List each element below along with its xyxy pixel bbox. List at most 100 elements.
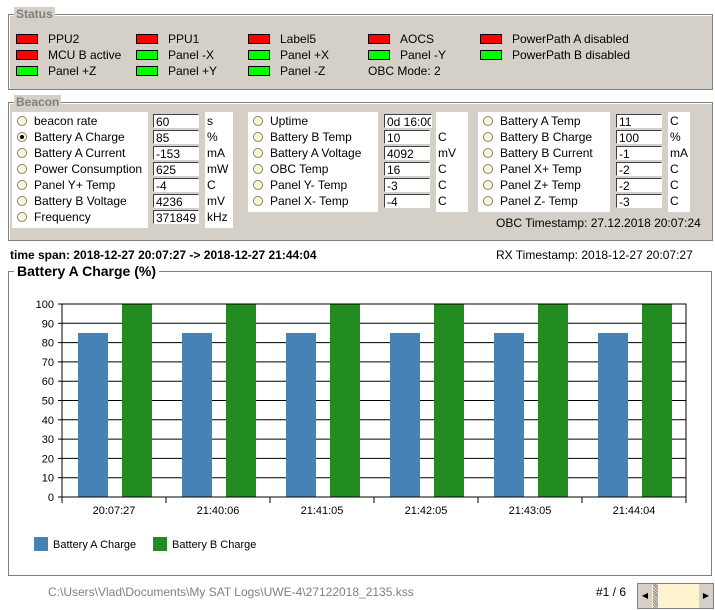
file-path: C:\Users\Vlad\Documents\My SAT Logs\UWE-… [48, 585, 414, 599]
beacon-value-field[interactable]: 85 [153, 130, 199, 144]
beacon-radio[interactable] [253, 132, 263, 142]
beacon-radio[interactable] [253, 148, 263, 158]
beacon-value-field[interactable]: 60 [153, 114, 199, 128]
x-tick-label: 21:44:04 [613, 505, 656, 517]
beacon-unit: mV [438, 146, 456, 160]
status-led-red [136, 34, 158, 44]
beacon-label-panel [478, 112, 610, 212]
obc-timestamp: OBC Timestamp: 27.12.2018 20:07:24 [496, 216, 701, 230]
beacon-unit-panel [668, 112, 690, 212]
beacon-value-field[interactable]: 16 [384, 162, 430, 176]
plot-frame [61, 303, 687, 498]
beacon-unit: C [670, 194, 679, 208]
legend-label: Battery B Charge [172, 539, 256, 551]
bar-battery-a [182, 332, 212, 497]
y-tick-label: 30 [42, 434, 54, 446]
record-scrollbar[interactable]: ◀ ▶ [637, 583, 714, 609]
beacon-radio[interactable] [253, 180, 263, 190]
status-label: Panel +Z [48, 64, 97, 78]
status-label: Panel -Y [400, 48, 447, 62]
beacon-label: Uptime [270, 114, 309, 128]
beacon-value-field[interactable]: 371849 [153, 210, 199, 224]
bar-battery-b [226, 304, 256, 497]
beacon-radio[interactable] [483, 196, 493, 206]
beacon-radio[interactable] [483, 132, 493, 142]
beacon-radio[interactable] [483, 180, 493, 190]
scroll-thumb[interactable] [653, 584, 658, 608]
beacon-value-field[interactable]: 10 [384, 130, 430, 144]
status-led-red [16, 34, 38, 44]
status-group [8, 14, 713, 90]
beacon-unit: % [670, 130, 681, 144]
beacon-value-field[interactable]: -4 [384, 194, 430, 208]
status-label: MCU B active [48, 48, 122, 62]
status-led-red [480, 34, 502, 44]
beacon-title: Beacon [14, 95, 62, 109]
beacon-label: beacon rate [34, 114, 98, 128]
beacon-radio[interactable] [17, 132, 27, 142]
beacon-unit: C [670, 114, 679, 128]
time-span: time span: 2018-12-27 20:07:27 -> 2018-1… [10, 248, 317, 262]
y-tick-label: 90 [42, 318, 54, 330]
beacon-value-field[interactable]: 4092 [384, 146, 430, 160]
beacon-unit: mA [670, 146, 688, 160]
beacon-radio[interactable] [17, 212, 27, 222]
bar-battery-b [642, 304, 672, 497]
beacon-value-field[interactable]: -3 [384, 178, 430, 192]
beacon-label: Battery B Temp [270, 130, 352, 144]
beacon-value-field[interactable]: -4 [153, 178, 199, 192]
beacon-label: OBC Temp [270, 162, 329, 176]
beacon-value-field[interactable]: 625 [153, 162, 199, 176]
status-label: PowerPath B disabled [512, 48, 631, 62]
beacon-value-field[interactable]: -2 [616, 178, 662, 192]
beacon-radio[interactable] [483, 164, 493, 174]
beacon-radio[interactable] [483, 148, 493, 158]
beacon-unit: mA [207, 146, 225, 160]
beacon-radio[interactable] [253, 164, 263, 174]
bar-battery-b [330, 304, 360, 497]
y-tick-label: 70 [42, 357, 54, 369]
beacon-radio[interactable] [17, 148, 27, 158]
x-tick-label: 21:43:05 [509, 505, 552, 517]
beacon-label-panel [248, 112, 378, 212]
beacon-value-field[interactable]: 4236 [153, 194, 199, 208]
status-label: AOCS [400, 32, 435, 46]
status-title: Status [14, 7, 55, 21]
beacon-unit: % [207, 130, 218, 144]
beacon-value-field[interactable]: -1 [616, 146, 662, 160]
beacon-label: Battery A Temp [500, 114, 581, 128]
beacon-value-field[interactable]: -2 [616, 162, 662, 176]
beacon-unit: C [670, 162, 679, 176]
beacon-value-field[interactable]: 100 [616, 130, 662, 144]
status-led-red [16, 50, 38, 60]
bar-battery-b [122, 304, 152, 497]
chart-title: Battery A Charge (%) [14, 263, 159, 279]
beacon-radio[interactable] [17, 116, 27, 126]
beacon-radio[interactable] [17, 196, 27, 206]
scroll-right-button[interactable]: ▶ [699, 584, 713, 608]
beacon-value-field[interactable]: -153 [153, 146, 199, 160]
beacon-radio[interactable] [253, 196, 263, 206]
beacon-unit: mW [207, 162, 229, 176]
beacon-value-field[interactable]: 0d 16:00 [384, 114, 432, 128]
status-led-green [16, 66, 38, 76]
beacon-value-field[interactable]: 11 [616, 114, 662, 128]
beacon-label: Battery B Voltage [34, 194, 127, 208]
beacon-radio[interactable] [483, 116, 493, 126]
scroll-left-button[interactable]: ◀ [638, 584, 652, 608]
bar-battery-b [538, 304, 568, 497]
status-label: PPU2 [48, 32, 80, 46]
beacon-unit: C [438, 162, 447, 176]
y-tick-label: 10 [42, 473, 54, 485]
bar-battery-a [598, 332, 628, 497]
legend-swatch [34, 537, 48, 551]
y-tick-label: 60 [42, 376, 54, 388]
y-tick-label: 100 [36, 299, 54, 311]
beacon-value-field[interactable]: -3 [616, 194, 662, 208]
beacon-radio[interactable] [253, 116, 263, 126]
beacon-radio[interactable] [17, 164, 27, 174]
status-label: Panel +Y [168, 64, 218, 78]
obc-mode: OBC Mode: 2 [368, 64, 441, 78]
status-led-green [136, 66, 158, 76]
beacon-radio[interactable] [17, 180, 27, 190]
